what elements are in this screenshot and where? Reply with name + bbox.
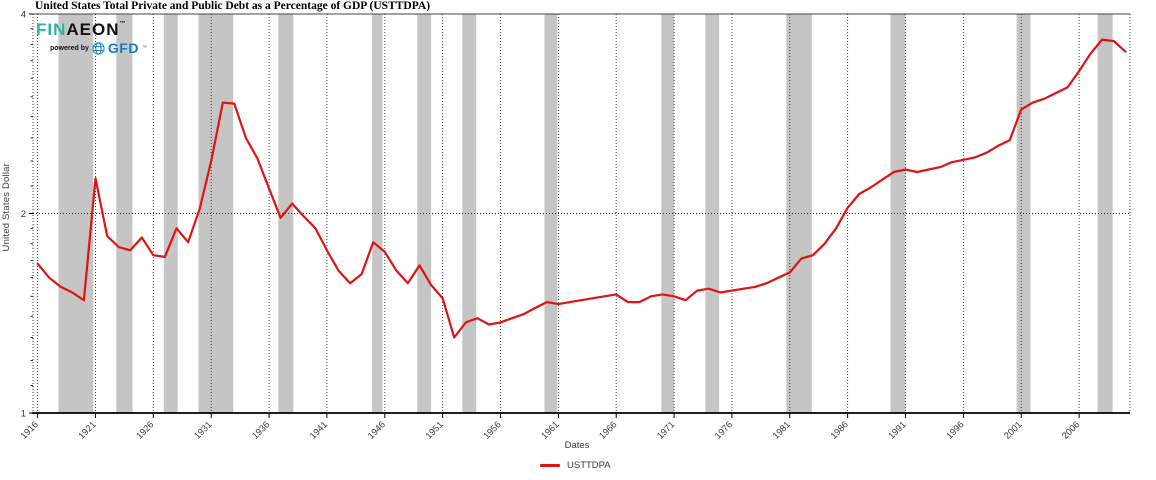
recession-band xyxy=(462,14,477,413)
recession-band xyxy=(372,14,383,413)
y-axis-title: United States Dollar xyxy=(1,163,12,252)
legend: USTTDPA xyxy=(540,460,611,471)
finaeon-logo: FINAEON™ powered by GFD ™ xyxy=(36,21,147,55)
finaeon-trademark: ™ xyxy=(119,21,127,27)
x-tick-label: 1991 xyxy=(886,419,908,441)
x-tick-label: 2006 xyxy=(1060,419,1082,441)
x-tick-label: 1971 xyxy=(655,419,677,441)
recession-band xyxy=(661,14,674,413)
logo-fin-text: FIN xyxy=(36,20,67,39)
recession-band xyxy=(544,14,558,413)
recession-band xyxy=(705,14,720,413)
x-tick-label: 1916 xyxy=(18,419,40,441)
y-tick-label: 1 xyxy=(21,408,26,419)
recession-band xyxy=(163,14,178,413)
x-axis-title: Dates xyxy=(564,440,590,451)
x-gridlines xyxy=(37,14,1080,413)
logo-aeon-text: AEON xyxy=(66,20,120,39)
x-tick-label: 1986 xyxy=(828,419,850,441)
plot-frame xyxy=(32,13,1131,414)
legend-series-label: USTTDPA xyxy=(567,460,611,471)
gfd-trademark: ™ xyxy=(141,44,147,51)
legend-line-swatch xyxy=(540,464,560,467)
powered-by-text: powered by xyxy=(50,44,89,52)
x-tick-label: 1936 xyxy=(250,419,272,441)
x-axis-tick-labels: 1916 1921 1926 1931 1936 1941 1946 1951 1956 1961… xyxy=(18,419,1081,441)
y-tick-marks xyxy=(29,13,33,414)
x-tick-label: 1976 xyxy=(713,419,735,441)
y-axis-tick-labels: 1 2 4 xyxy=(21,9,26,419)
y-tick-label: 2 xyxy=(21,209,26,220)
usttdpa-line xyxy=(36,38,1127,339)
x-tick-label: 2001 xyxy=(1002,419,1024,441)
x-tick-label: 1996 xyxy=(944,419,966,441)
x-tick-label: 1966 xyxy=(597,419,619,441)
finaeon-wordmark: FINAEON™ xyxy=(36,21,147,38)
powered-by-gfd: powered by GFD ™ xyxy=(50,41,147,55)
recession-band xyxy=(1097,14,1113,413)
x-tick-label: 1981 xyxy=(771,419,793,441)
chart-title: United States Total Private and Public D… xyxy=(35,0,431,12)
recession-band xyxy=(198,14,234,413)
recession-band xyxy=(116,14,133,413)
x-tick-label: 1956 xyxy=(481,419,503,441)
x-tick-label: 1926 xyxy=(134,419,156,441)
x-tick-label: 1946 xyxy=(366,419,388,441)
x-tick-label: 1921 xyxy=(76,419,98,441)
x-tick-label: 1961 xyxy=(539,419,561,441)
y-tick-label: 4 xyxy=(21,9,26,20)
x-tick-label: 1931 xyxy=(192,419,214,441)
recession-band xyxy=(417,14,432,413)
globe-icon xyxy=(92,41,105,55)
logo-gfd-text: GFD xyxy=(107,40,139,56)
x-tick-label: 1941 xyxy=(308,419,330,441)
x-tick-label: 1951 xyxy=(423,419,445,441)
